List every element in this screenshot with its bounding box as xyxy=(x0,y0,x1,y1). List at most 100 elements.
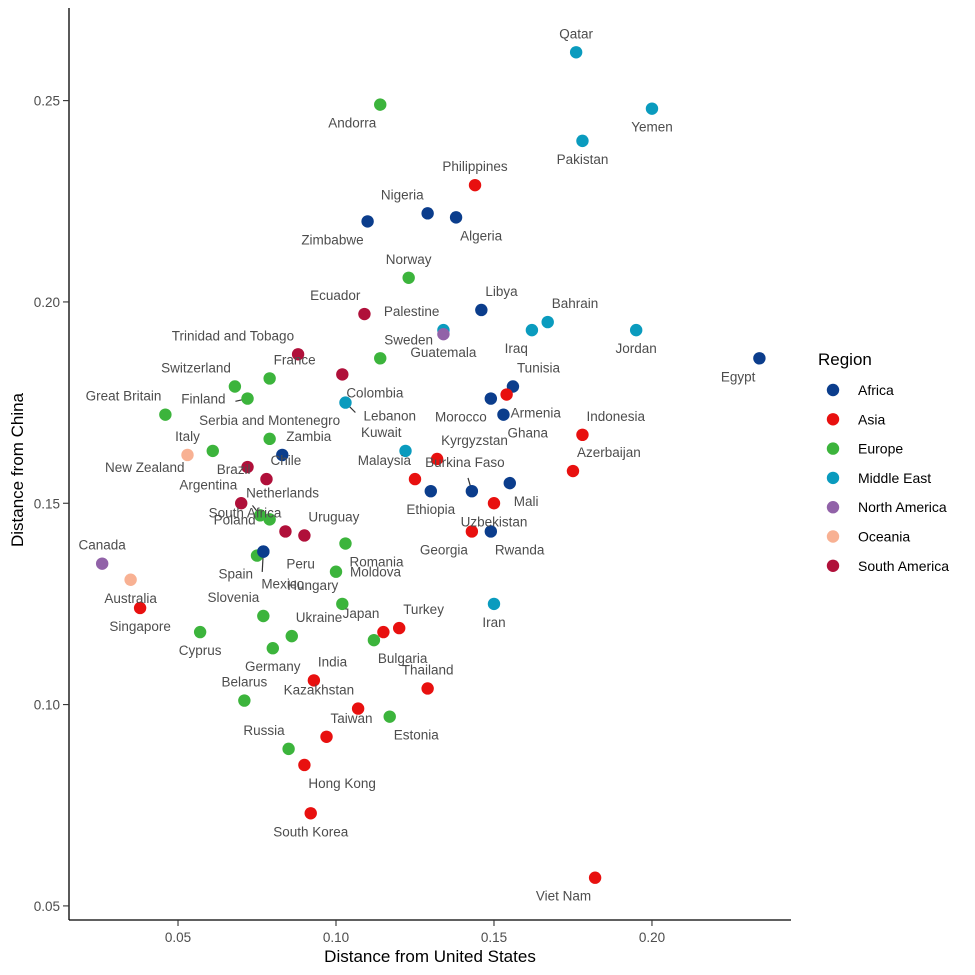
data-point xyxy=(367,633,381,647)
data-point xyxy=(588,871,602,884)
x-tick-label: 0.20 xyxy=(639,930,665,945)
legend-key xyxy=(826,442,840,455)
point-label: Singapore xyxy=(109,619,171,634)
point-label: Andorra xyxy=(328,116,377,131)
point-label: Mali xyxy=(514,494,539,509)
data-point xyxy=(421,207,434,220)
point-label: Argentina xyxy=(179,477,237,492)
y-tick-label: 0.15 xyxy=(34,496,60,511)
y-tick-label: 0.05 xyxy=(34,899,60,914)
point-labels: Qatar Yemen Pakistan Andorra Philippines Nige… xyxy=(79,26,756,903)
point-label: Iraq xyxy=(505,341,528,356)
point-label: Kazakhstan xyxy=(284,683,355,698)
y-tick-label: 0.10 xyxy=(34,698,60,713)
point-label: Uzbekistan xyxy=(461,514,528,529)
point-label: Iran xyxy=(482,615,505,630)
y-axis-title: Distance from China xyxy=(8,392,27,547)
point-label: Switzerland xyxy=(161,360,231,375)
data-point xyxy=(241,392,254,405)
point-label: Georgia xyxy=(420,542,469,557)
data-point xyxy=(500,388,513,401)
point-label: South Korea xyxy=(273,824,349,839)
data-point xyxy=(358,307,371,321)
point-label: Spain xyxy=(218,567,253,582)
data-point xyxy=(399,444,412,458)
data-point xyxy=(133,601,147,615)
legend-label: South America xyxy=(858,558,949,574)
y-tick-label: 0.20 xyxy=(34,295,60,310)
point-label: Ethiopia xyxy=(406,502,455,517)
data-point xyxy=(468,178,482,192)
data-point xyxy=(753,352,766,365)
point-label: Morocco xyxy=(435,410,487,425)
data-point xyxy=(263,432,276,446)
point-label: Serbia and Montenegro xyxy=(199,413,340,428)
legend-key xyxy=(826,559,840,572)
point-label: Zambia xyxy=(286,429,332,444)
point-label: Sweden xyxy=(384,332,433,347)
point-label: Ukraine xyxy=(296,610,343,625)
legend-label: Africa xyxy=(858,382,894,398)
point-label: Thailand xyxy=(402,662,454,677)
data-point xyxy=(235,497,248,510)
point-label: Nigeria xyxy=(381,187,424,202)
data-point xyxy=(569,46,583,59)
data-point xyxy=(629,323,643,337)
point-label: Indonesia xyxy=(586,409,645,424)
data-point xyxy=(339,537,352,550)
data-point xyxy=(266,642,280,655)
data-point xyxy=(465,525,479,538)
data-point xyxy=(339,396,352,409)
point-label: Estonia xyxy=(394,728,440,743)
legend-key xyxy=(826,383,840,397)
data-point xyxy=(329,565,343,578)
point-label: Algeria xyxy=(460,228,503,243)
axes: 0.05 0.10 0.15 0.20 0.05 0.10 0.15 0.20 0.25 xyxy=(34,8,791,945)
data-point xyxy=(408,472,422,486)
point-label: Uruguay xyxy=(308,509,359,524)
point-label: Cyprus xyxy=(179,643,222,658)
point-label: Rwanda xyxy=(495,542,545,557)
point-label: India xyxy=(318,654,348,669)
data-point xyxy=(260,472,273,486)
y-tick-label: 0.25 xyxy=(34,94,60,109)
data-point xyxy=(228,380,242,393)
data-points xyxy=(95,46,766,884)
legend-key xyxy=(826,413,840,426)
point-label: Hungary xyxy=(287,578,338,593)
x-axis-title: Distance from United States xyxy=(324,947,536,966)
point-label: Bahrain xyxy=(552,296,599,311)
data-point xyxy=(374,352,387,365)
legend-key xyxy=(826,471,840,485)
point-label: Egypt xyxy=(721,369,756,384)
data-point xyxy=(361,215,374,228)
legend-label: Middle East xyxy=(858,470,931,486)
data-point xyxy=(497,408,510,421)
point-label: Libya xyxy=(485,284,518,299)
data-point xyxy=(276,448,289,462)
point-label: Palestine xyxy=(384,304,440,319)
point-label: Turkey xyxy=(403,602,444,617)
data-point xyxy=(124,573,137,586)
legend: Region Africa Asia Europe Middle East North … xyxy=(818,350,949,574)
data-point xyxy=(285,629,298,643)
point-label: Ecuador xyxy=(310,288,361,303)
point-label: Colombia xyxy=(346,385,404,400)
data-point xyxy=(298,529,311,542)
point-label: Yemen xyxy=(631,120,673,135)
data-point xyxy=(449,211,463,224)
point-label: Philippines xyxy=(442,159,508,174)
data-point xyxy=(402,271,415,284)
point-label: Viet Nam xyxy=(536,889,591,904)
data-point xyxy=(282,742,295,756)
point-label: Brazil xyxy=(217,462,251,477)
x-tick-label: 0.05 xyxy=(165,930,191,945)
point-label: Pakistan xyxy=(557,152,609,167)
point-label: France xyxy=(274,352,316,367)
data-point xyxy=(257,545,270,558)
data-point xyxy=(351,702,365,715)
data-point xyxy=(475,303,488,317)
point-label: Slovenia xyxy=(208,590,260,605)
legend-label: North America xyxy=(858,499,947,515)
point-label: Canada xyxy=(79,538,127,553)
